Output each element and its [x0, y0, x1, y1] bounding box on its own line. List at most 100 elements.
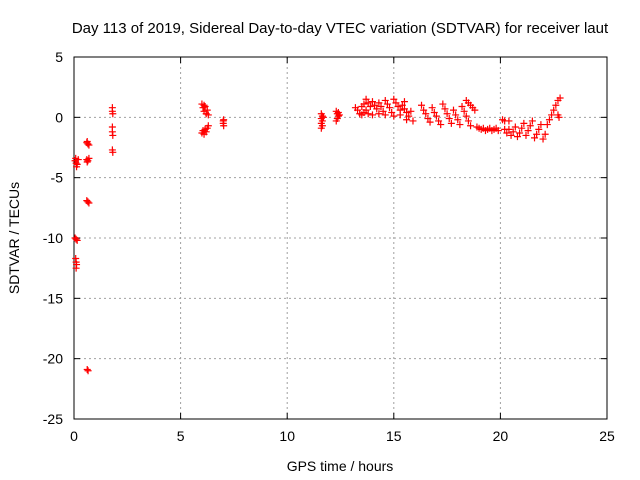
data-point [400, 105, 408, 113]
data-point [435, 117, 443, 125]
data-point [471, 106, 479, 114]
data-point [452, 111, 460, 119]
data-point [403, 116, 411, 124]
data-point [430, 109, 438, 117]
data-point [362, 95, 370, 103]
data-point [364, 110, 372, 118]
data-point [204, 111, 212, 119]
data-point [373, 105, 381, 113]
data-point [388, 109, 396, 117]
data-point [445, 115, 453, 123]
data-point [526, 122, 534, 130]
data-point [317, 124, 325, 132]
data-point [509, 128, 517, 136]
data-point [84, 198, 92, 206]
data-point [85, 154, 93, 162]
data-point [204, 122, 212, 130]
data-point [383, 100, 391, 108]
data-point [437, 121, 445, 129]
y-tick-label: 5 [55, 49, 63, 65]
data-point [74, 156, 82, 164]
data-point [443, 110, 451, 118]
data-point [439, 100, 447, 108]
data-point [72, 264, 80, 272]
chart-title: Day 113 of 2019, Sidereal Day-to-day VTE… [72, 20, 609, 37]
data-point [85, 199, 93, 207]
data-point [420, 106, 428, 114]
data-point [458, 102, 466, 110]
data-point [555, 113, 563, 121]
data-point [394, 102, 402, 110]
data-point [432, 112, 440, 120]
data-point [418, 101, 426, 109]
data-point [83, 366, 91, 374]
data-point [505, 125, 513, 133]
data-point [505, 117, 513, 125]
data-point [507, 131, 515, 139]
x-tick-label: 25 [599, 428, 615, 444]
data-point [409, 117, 417, 125]
data-point [377, 102, 385, 110]
x-tick-label: 20 [493, 428, 509, 444]
x-tick-label: 0 [70, 428, 78, 444]
data-point [396, 111, 404, 119]
data-point [364, 99, 372, 107]
data-point [220, 122, 228, 130]
data-point [381, 111, 389, 119]
data-point [368, 98, 376, 106]
data-point [354, 106, 362, 114]
data-point [541, 130, 549, 138]
data-point [449, 106, 457, 114]
data-point [428, 104, 436, 112]
x-axis-ticks: 0 5 10 15 20 25 [70, 57, 615, 444]
data-point [220, 116, 228, 124]
data-point [524, 127, 532, 135]
data-point [335, 111, 343, 119]
data-point [390, 95, 398, 103]
data-point [422, 110, 430, 118]
data-point [368, 111, 376, 119]
y-axis-ticks: -25 -20 -15 -10 -5 0 5 [43, 49, 607, 427]
data-point [456, 121, 464, 129]
data-point [447, 119, 455, 127]
data-point [407, 107, 415, 115]
data-point [424, 115, 432, 123]
data-point [511, 123, 519, 131]
data-point [319, 113, 327, 121]
data-point [516, 129, 524, 137]
data-point [460, 107, 468, 115]
data-point [109, 131, 117, 139]
data-point [528, 117, 536, 125]
data-point [454, 116, 462, 124]
data-point [371, 101, 379, 109]
data-point [522, 131, 530, 139]
data-point [386, 104, 394, 112]
data-point [203, 106, 211, 114]
data-point [403, 109, 411, 117]
data-point [73, 160, 81, 168]
data-point [381, 96, 389, 104]
data-point [503, 129, 511, 137]
data-point [83, 137, 91, 145]
data-point [375, 99, 383, 107]
data-point [539, 135, 547, 143]
data-point [392, 99, 400, 107]
y-tick-label: -15 [43, 290, 63, 306]
data-point [520, 119, 528, 127]
data-point [375, 110, 383, 118]
data-point [556, 94, 564, 102]
data-point [518, 124, 526, 132]
data-point [548, 111, 556, 119]
data-point [513, 133, 521, 141]
data-point [362, 106, 370, 114]
data-point [366, 102, 374, 110]
data-point [400, 98, 408, 106]
data-points [71, 94, 564, 375]
data-point [84, 367, 92, 375]
data-point [332, 117, 340, 125]
data-point [109, 148, 117, 156]
data-point [552, 101, 560, 109]
data-point [462, 112, 470, 120]
data-point [467, 122, 475, 130]
